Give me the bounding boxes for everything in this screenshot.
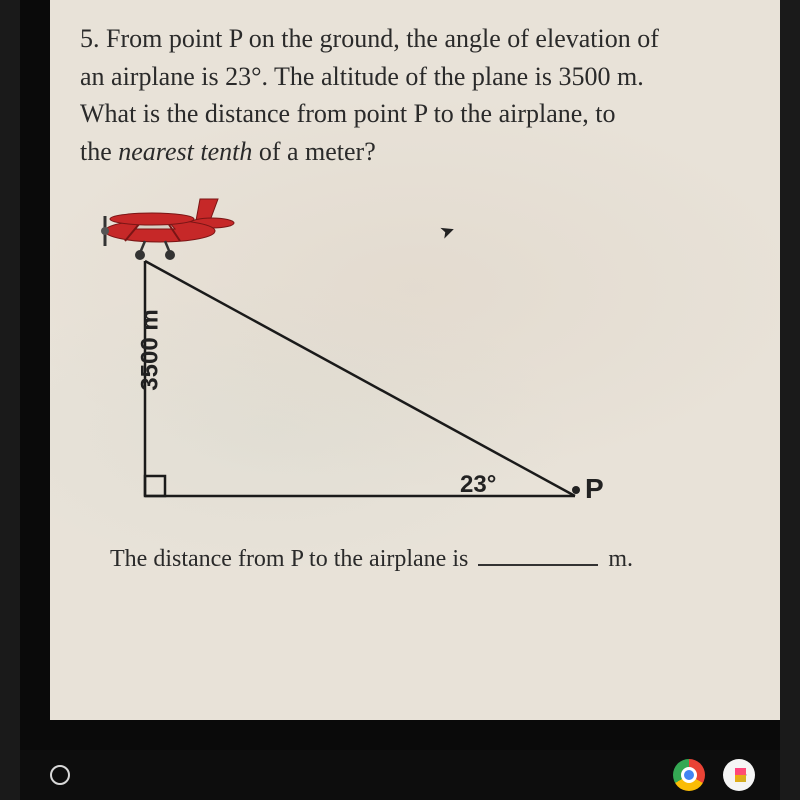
chrome-icon[interactable] — [673, 759, 705, 791]
question-line3: What is the distance from point P to the… — [80, 99, 616, 128]
taskbar — [20, 750, 780, 800]
question-line4-italic: nearest tenth — [118, 137, 252, 166]
point-p-dot — [572, 486, 580, 494]
answer-unit: m. — [608, 546, 633, 572]
question-line4-suffix: of a meter? — [252, 137, 375, 166]
answer-line: The distance from P to the airplane is m… — [110, 546, 750, 573]
diagram: ➤ — [80, 191, 600, 521]
cursor-icon: ➤ — [437, 219, 458, 244]
altitude-label: 3500 m — [137, 309, 165, 390]
angle-label: 23° — [460, 471, 496, 499]
question-number: 5. — [80, 24, 100, 53]
launcher-icon[interactable] — [50, 765, 70, 785]
answer-blank[interactable] — [478, 564, 598, 566]
question-line2: an airplane is 23°. The altitude of the … — [80, 62, 644, 91]
taskbar-tray — [673, 759, 755, 791]
play-store-icon[interactable] — [723, 759, 755, 791]
question-text: 5. From point P on the ground, the angle… — [80, 20, 750, 171]
question-line1: From point P on the ground, the angle of… — [106, 24, 659, 53]
question-line4-prefix: the — [80, 137, 118, 166]
triangle — [120, 251, 600, 511]
worksheet-page: 5. From point P on the ground, the angle… — [50, 0, 780, 720]
answer-prefix: The distance from P to the airplane is — [110, 546, 474, 572]
point-p-label: P — [585, 473, 604, 505]
